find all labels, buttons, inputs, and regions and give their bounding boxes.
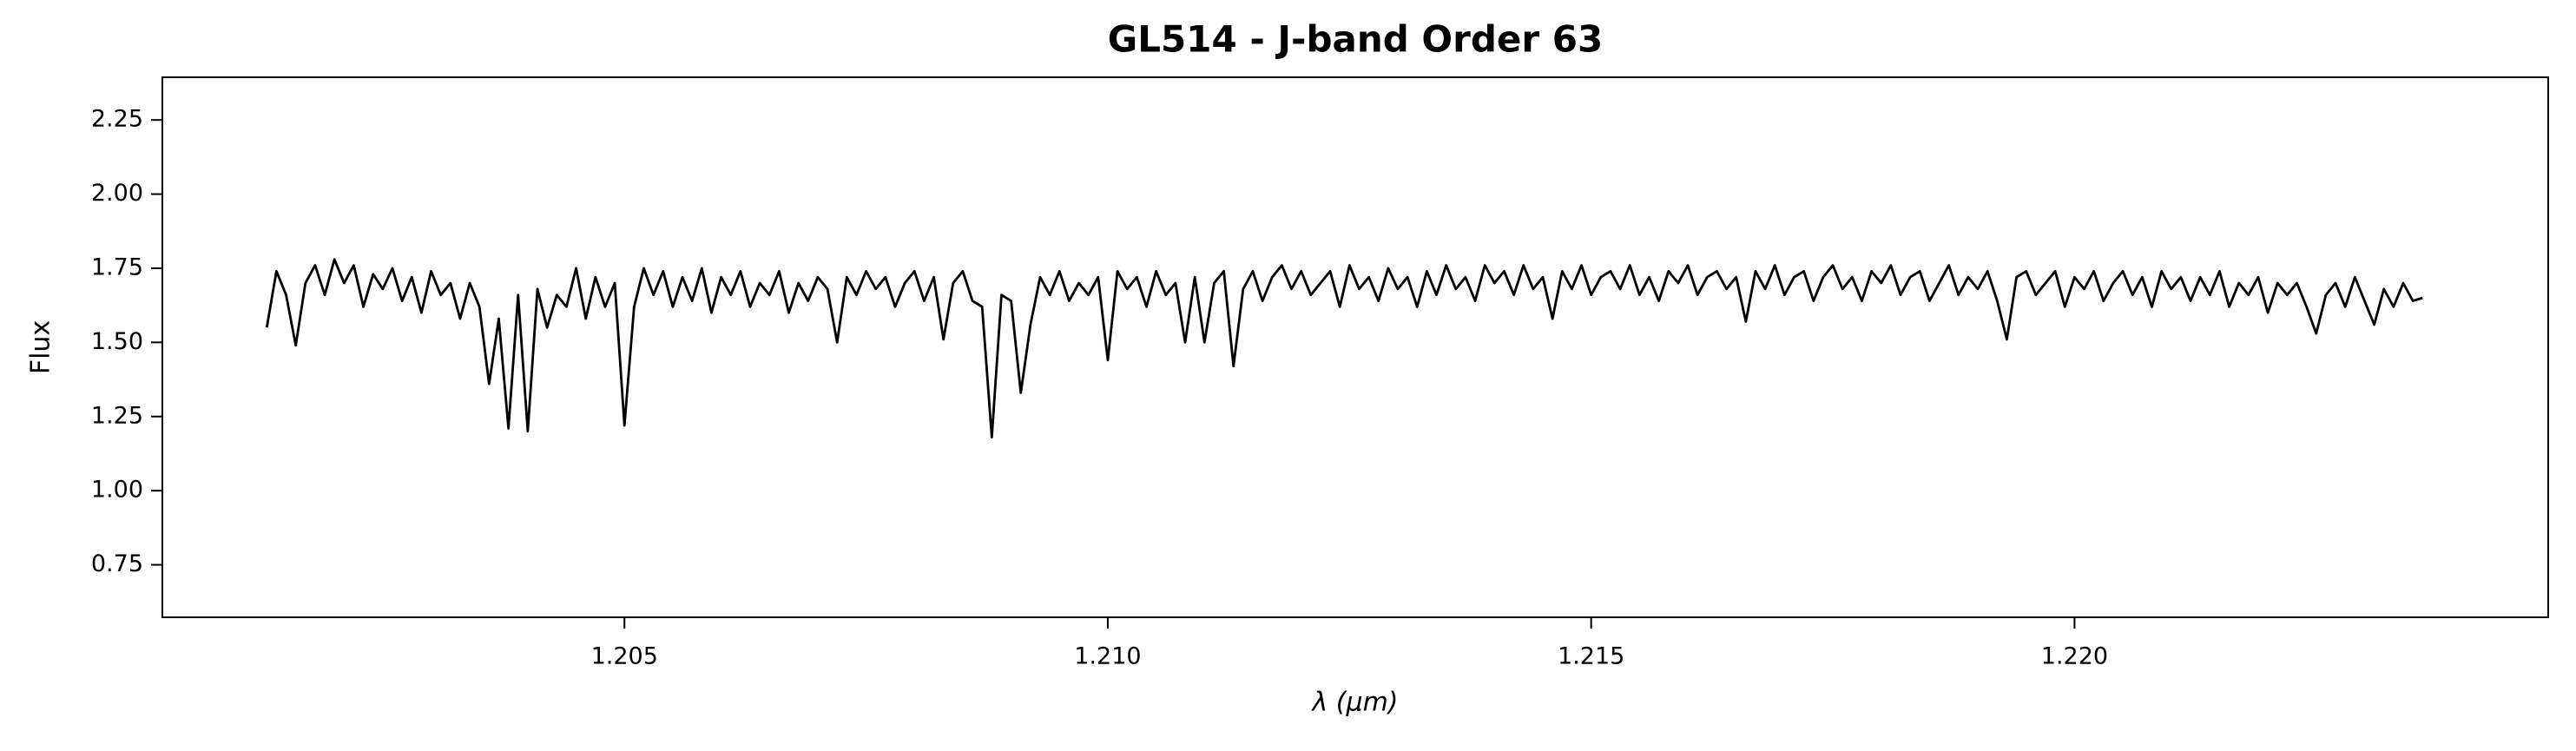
y-tick-label: 0.75 [91,550,143,577]
x-tick-label: 1.220 [2041,643,2108,670]
x-tick-label: 1.205 [591,643,658,670]
y-tick-label: 1.75 [91,254,143,280]
y-tick-label: 1.25 [91,402,143,429]
x-axis-label: λ (μm) [1310,688,1398,718]
y-axis-label: Flux [26,320,56,374]
axes-frame [161,76,2549,618]
y-tick-label: 2.25 [91,106,143,133]
x-tick-label: 1.210 [1074,643,1141,670]
x-tick-label: 1.215 [1558,643,1624,670]
y-tick-label: 1.50 [91,328,143,355]
chart-title: GL514 - J-band Order 63 [1108,18,1603,61]
y-tick-label: 1.00 [91,477,143,504]
y-tick-label: 2.00 [91,180,143,207]
spectrum-line [265,258,2423,439]
